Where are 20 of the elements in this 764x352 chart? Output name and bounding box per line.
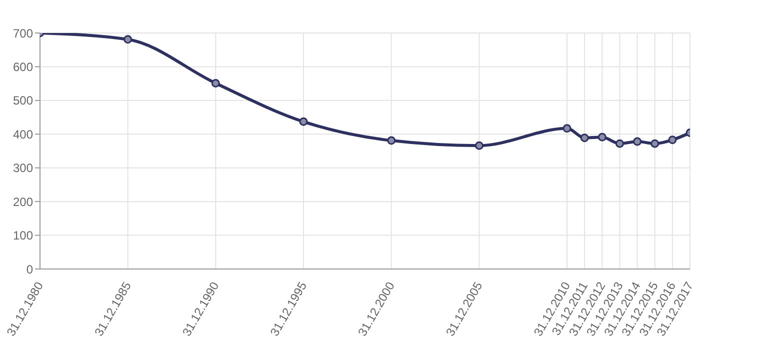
point xyxy=(598,132,606,142)
point xyxy=(387,136,396,145)
point xyxy=(299,117,308,126)
y-tick-label: 300 xyxy=(12,161,34,176)
point xyxy=(668,136,677,144)
point xyxy=(580,134,589,142)
y-tick-label: 500 xyxy=(12,94,34,108)
point xyxy=(615,139,624,148)
y-tick-label: 700 xyxy=(12,26,34,40)
point xyxy=(124,35,132,44)
y-tick-label: 100 xyxy=(12,228,34,243)
point xyxy=(211,78,220,88)
y-tick-label: 0 xyxy=(26,262,34,276)
y-tick-label: 400 xyxy=(12,127,34,142)
point xyxy=(650,139,660,148)
point xyxy=(474,141,484,150)
y-tick-label: 600 xyxy=(12,60,34,74)
y-tick-label: 200 xyxy=(12,194,34,209)
point xyxy=(562,124,572,133)
point xyxy=(633,137,642,146)
